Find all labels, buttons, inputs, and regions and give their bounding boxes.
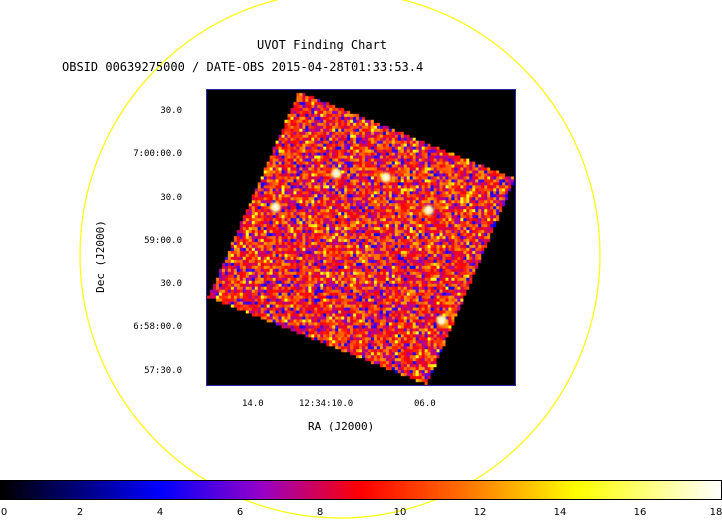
fov-ellipse bbox=[79, 0, 601, 519]
dec-tick: 57:30.0 bbox=[144, 366, 182, 376]
dec-tick: 6:58:00.0 bbox=[133, 322, 182, 332]
chart-title: UVOT Finding Chart bbox=[256, 38, 388, 52]
colorbar-tick-label: 0 bbox=[0, 507, 8, 518]
colorbar bbox=[0, 480, 722, 500]
dec-tick: 59:00.0 bbox=[144, 236, 182, 246]
x-axis-label: RA (J2000) bbox=[308, 420, 375, 433]
colorbar-tick-label: 18 bbox=[709, 507, 722, 518]
colorbar-tick-label: 2 bbox=[76, 507, 84, 518]
ra-tick: 06.0 bbox=[414, 399, 436, 409]
y-axis-label: Dec (J2000) bbox=[93, 220, 107, 293]
sky-image[interactable] bbox=[206, 89, 516, 386]
colorbar-tick-label: 12 bbox=[473, 507, 487, 518]
colorbar-tick-label: 6 bbox=[236, 507, 244, 518]
colorbar-tick-label: 4 bbox=[156, 507, 164, 518]
colorbar-tick-label: 10 bbox=[393, 507, 407, 518]
dec-tick: 30.0 bbox=[160, 193, 182, 203]
dec-tick: 30.0 bbox=[160, 279, 182, 289]
colorbar-tick-label: 16 bbox=[633, 507, 647, 518]
colorbar-tick-label: 14 bbox=[553, 507, 567, 518]
ra-tick: 12:34:10.0 bbox=[299, 399, 354, 409]
dec-tick: 7:00:00.0 bbox=[133, 149, 182, 159]
colorbar-tick-label: 8 bbox=[316, 507, 324, 518]
ra-tick: 14.0 bbox=[242, 399, 264, 409]
chart-subtitle: OBSID 00639275000 / DATE-OBS 2015-04-28T… bbox=[62, 60, 424, 74]
dec-tick: 30.0 bbox=[160, 106, 182, 116]
